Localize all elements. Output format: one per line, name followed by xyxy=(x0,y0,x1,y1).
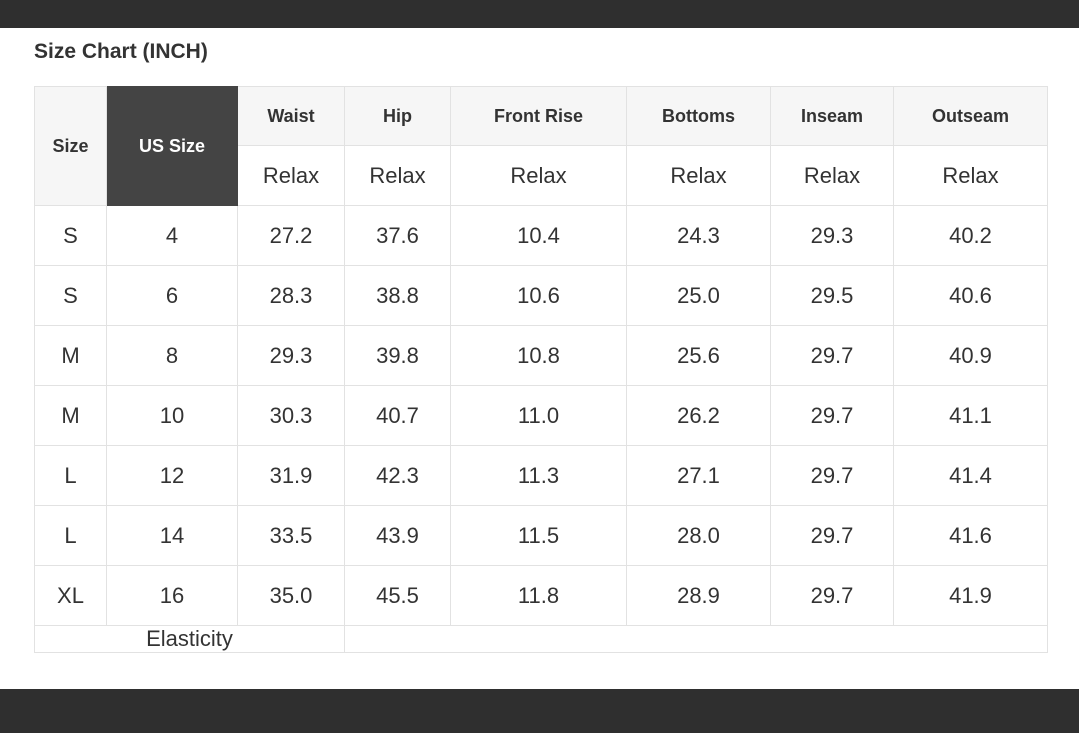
cell-size: S xyxy=(34,265,107,326)
subheader-relax: Relax xyxy=(237,145,345,206)
cell-us-size: 14 xyxy=(106,505,238,566)
cell-us-size: 4 xyxy=(106,205,238,266)
cell-bottoms: 27.1 xyxy=(626,445,771,506)
table-row: M 10 30.3 40.7 11.0 26.2 29.7 41.1 xyxy=(34,385,1048,446)
subheader-relax: Relax xyxy=(770,145,894,206)
table-row: S 6 28.3 38.8 10.6 25.0 29.5 40.6 xyxy=(34,265,1048,326)
elasticity-value xyxy=(344,625,1048,653)
cell-hip: 38.8 xyxy=(344,265,451,326)
cell-inseam: 29.7 xyxy=(770,385,894,446)
subheader-relax: Relax xyxy=(450,145,627,206)
header-waist: Waist xyxy=(237,86,345,146)
header-front-rise: Front Rise xyxy=(450,86,627,146)
cell-waist: 28.3 xyxy=(237,265,345,326)
cell-bottoms: 25.0 xyxy=(626,265,771,326)
cell-inseam: 29.7 xyxy=(770,445,894,506)
cell-us-size: 12 xyxy=(106,445,238,506)
header-bottoms: Bottoms xyxy=(626,86,771,146)
cell-front-rise: 10.6 xyxy=(450,265,627,326)
cell-waist: 29.3 xyxy=(237,325,345,386)
cell-bottoms: 28.0 xyxy=(626,505,771,566)
cell-us-size: 6 xyxy=(106,265,238,326)
cell-front-rise: 11.3 xyxy=(450,445,627,506)
cell-hip: 45.5 xyxy=(344,565,451,626)
cell-waist: 27.2 xyxy=(237,205,345,266)
cell-size: L xyxy=(34,505,107,566)
cell-outseam: 41.1 xyxy=(893,385,1048,446)
header-us-size: US Size xyxy=(106,86,238,206)
cell-size: L xyxy=(34,445,107,506)
cell-hip: 37.6 xyxy=(344,205,451,266)
cell-outseam: 41.4 xyxy=(893,445,1048,506)
cell-inseam: 29.3 xyxy=(770,205,894,266)
cell-front-rise: 10.8 xyxy=(450,325,627,386)
cell-outseam: 41.6 xyxy=(893,505,1048,566)
table-row: S 4 27.2 37.6 10.4 24.3 29.3 40.2 xyxy=(34,205,1048,266)
cell-us-size: 8 xyxy=(106,325,238,386)
cell-size: M xyxy=(34,325,107,386)
cell-size: S xyxy=(34,205,107,266)
page-title: Size Chart (INCH) xyxy=(34,40,208,63)
cell-outseam: 40.9 xyxy=(893,325,1048,386)
cell-hip: 42.3 xyxy=(344,445,451,506)
subheader-relax: Relax xyxy=(626,145,771,206)
cell-us-size: 10 xyxy=(106,385,238,446)
cell-waist: 30.3 xyxy=(237,385,345,446)
cell-front-rise: 11.0 xyxy=(450,385,627,446)
table-row: L 12 31.9 42.3 11.3 27.1 29.7 41.4 xyxy=(34,445,1048,506)
table-row: M 8 29.3 39.8 10.8 25.6 29.7 40.9 xyxy=(34,325,1048,386)
top-bar xyxy=(0,0,1079,28)
cell-inseam: 29.7 xyxy=(770,565,894,626)
header-inseam: Inseam xyxy=(770,86,894,146)
cell-waist: 31.9 xyxy=(237,445,345,506)
cell-outseam: 41.9 xyxy=(893,565,1048,626)
cell-waist: 33.5 xyxy=(237,505,345,566)
cell-waist: 35.0 xyxy=(237,565,345,626)
elasticity-label: Elasticity xyxy=(34,625,345,653)
cell-bottoms: 26.2 xyxy=(626,385,771,446)
subheader-relax: Relax xyxy=(344,145,451,206)
cell-inseam: 29.7 xyxy=(770,505,894,566)
header-size: Size xyxy=(34,86,107,206)
table-row: L 14 33.5 43.9 11.5 28.0 29.7 41.6 xyxy=(34,505,1048,566)
bottom-bar xyxy=(0,689,1079,733)
cell-hip: 43.9 xyxy=(344,505,451,566)
cell-size: XL xyxy=(34,565,107,626)
cell-outseam: 40.2 xyxy=(893,205,1048,266)
cell-hip: 40.7 xyxy=(344,385,451,446)
cell-bottoms: 24.3 xyxy=(626,205,771,266)
cell-inseam: 29.7 xyxy=(770,325,894,386)
cell-inseam: 29.5 xyxy=(770,265,894,326)
cell-size: M xyxy=(34,385,107,446)
cell-outseam: 40.6 xyxy=(893,265,1048,326)
cell-front-rise: 11.5 xyxy=(450,505,627,566)
cell-hip: 39.8 xyxy=(344,325,451,386)
table-row: XL 16 35.0 45.5 11.8 28.9 29.7 41.9 xyxy=(34,565,1048,626)
cell-us-size: 16 xyxy=(106,565,238,626)
cell-bottoms: 25.6 xyxy=(626,325,771,386)
size-chart-table: Size US Size Waist Hip Front Rise Bottom… xyxy=(34,86,1048,653)
header-hip: Hip xyxy=(344,86,451,146)
cell-front-rise: 10.4 xyxy=(450,205,627,266)
header-outseam: Outseam xyxy=(893,86,1048,146)
cell-front-rise: 11.8 xyxy=(450,565,627,626)
subheader-relax: Relax xyxy=(893,145,1048,206)
cell-bottoms: 28.9 xyxy=(626,565,771,626)
